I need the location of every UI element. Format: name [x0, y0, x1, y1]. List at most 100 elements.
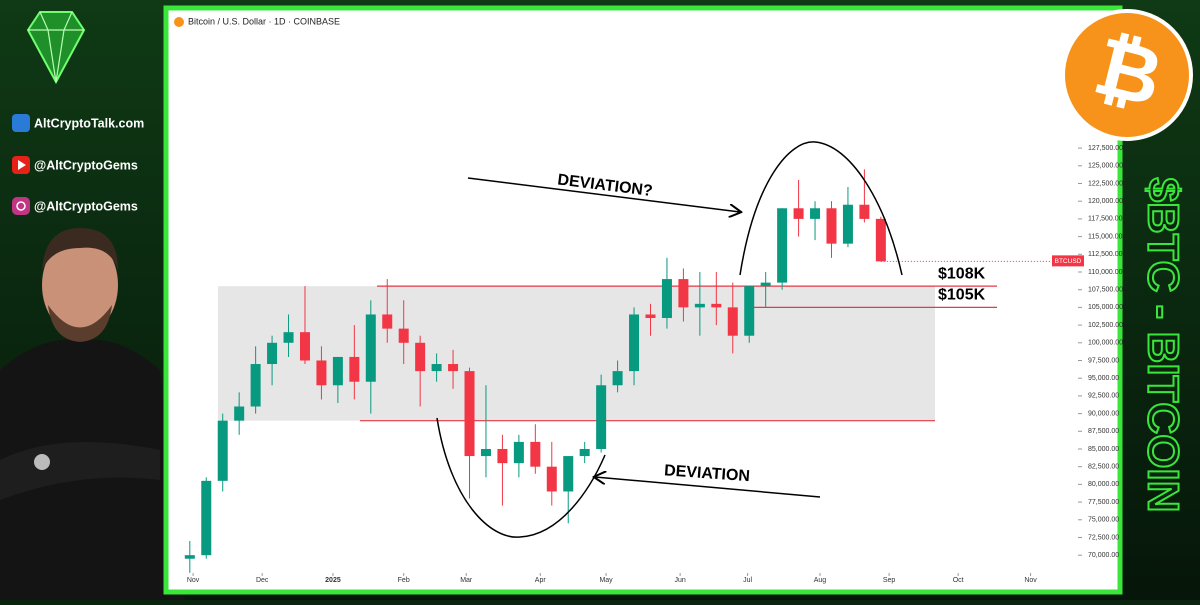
y-tick-label: 120,000.00 — [1088, 198, 1123, 205]
candle-body — [645, 314, 656, 319]
y-tick-label: 115,000.00 — [1088, 233, 1123, 240]
bitcoin-logo — [1061, 9, 1193, 141]
y-tick-label: 105,000.00 — [1088, 304, 1123, 311]
symbol-icon — [174, 17, 184, 27]
candle-body — [777, 208, 788, 283]
candle-body — [694, 303, 705, 308]
candle-body — [448, 364, 459, 372]
candle-body — [661, 279, 672, 319]
side-title: $BTC - BITCOIN — [1138, 178, 1187, 513]
annotation: DEVIATION — [664, 462, 751, 485]
candle-body — [316, 360, 327, 386]
candle-body — [760, 282, 771, 287]
instagram-lens — [16, 201, 26, 211]
x-tick-label: Mar — [460, 577, 473, 584]
arrow — [467, 177, 740, 212]
candle-body — [431, 364, 442, 372]
top-arc — [739, 141, 903, 276]
chart-title: Bitcoin / U.S. Dollar · 1D · COINBASE — [188, 16, 340, 26]
web-icon — [12, 114, 30, 132]
bottom-arc — [436, 417, 606, 538]
x-tick-label: Nov — [187, 577, 200, 584]
candle-body — [464, 371, 475, 457]
candle-body — [513, 441, 524, 464]
symbol-label: BTCUSD — [1055, 258, 1082, 265]
candle-body — [546, 466, 557, 492]
x-tick-label: Oct — [953, 577, 964, 584]
y-tick-label: 72,500.00 — [1088, 534, 1119, 541]
y-tick-label: 95,000.00 — [1088, 375, 1119, 382]
candle-body — [480, 448, 491, 457]
candle-body — [530, 441, 541, 467]
range-zone — [218, 286, 935, 421]
instagram-icon — [12, 197, 30, 215]
candle-body — [398, 328, 409, 343]
candle-body — [332, 356, 343, 386]
candle-body — [415, 342, 426, 372]
candle-body — [842, 204, 853, 244]
y-tick-label: 100,000.00 — [1088, 340, 1123, 347]
candle-body — [217, 420, 228, 481]
x-tick-label: Aug — [814, 577, 827, 584]
y-tick-label: 125,000.00 — [1088, 163, 1123, 170]
candle-body — [563, 456, 574, 492]
level-label: $108K — [938, 265, 986, 282]
candle-body — [859, 204, 870, 219]
x-tick-label: Jul — [743, 577, 752, 584]
x-tick-label: Sep — [883, 577, 896, 584]
x-tick-label: Apr — [535, 577, 547, 584]
candle-body — [365, 314, 376, 382]
y-tick-label: 117,500.00 — [1088, 216, 1123, 223]
y-tick-label: 85,000.00 — [1088, 446, 1119, 453]
y-tick-label: 80,000.00 — [1088, 481, 1119, 488]
brand-logo — [26, 11, 86, 85]
arrow — [595, 477, 821, 498]
y-tick-label: 77,500.00 — [1088, 499, 1119, 506]
candle-body — [184, 555, 195, 559]
presenter — [0, 228, 185, 600]
candle-body — [596, 385, 607, 449]
website: AltCryptoTalk.com — [34, 116, 144, 130]
y-tick-label: 107,500.00 — [1088, 287, 1123, 294]
x-tick-label: 2025 — [325, 577, 341, 584]
candle-body — [299, 332, 310, 361]
level-label: $105K — [938, 287, 986, 304]
candle-body — [382, 314, 393, 329]
y-tick-label: 97,500.00 — [1088, 357, 1119, 364]
youtube-play — [18, 160, 26, 170]
y-tick-label: 70,000.00 — [1088, 552, 1119, 559]
candle-body — [727, 307, 738, 336]
candle-body — [250, 364, 261, 407]
y-tick-label: 102,500.00 — [1088, 322, 1123, 329]
y-tick-label: 127,500.00 — [1088, 145, 1123, 152]
y-tick-label: 110,000.00 — [1088, 269, 1123, 276]
candle-body — [810, 208, 821, 219]
y-tick-label: 82,500.00 — [1088, 464, 1119, 471]
instagram-handle: @AltCryptoGems — [34, 199, 138, 213]
x-tick-label: Jun — [674, 577, 685, 584]
candle-body — [349, 356, 360, 382]
y-tick-label: 90,000.00 — [1088, 410, 1119, 417]
candle-body — [234, 406, 245, 421]
candle-body — [497, 448, 508, 464]
symbol-tag — [1052, 255, 1084, 267]
candle-body — [579, 448, 590, 457]
candle-body — [793, 208, 804, 219]
x-tick-label: Dec — [256, 577, 269, 584]
x-tick-label: May — [599, 577, 613, 584]
candle-body — [283, 332, 294, 343]
candle-body — [711, 303, 722, 308]
x-tick-label: Nov — [1024, 577, 1037, 584]
x-tick-label: Feb — [398, 577, 410, 584]
candle-body — [612, 371, 623, 386]
candle-body — [267, 342, 278, 365]
candle-body — [875, 218, 886, 262]
candle-body — [678, 279, 689, 308]
y-tick-label: 87,500.00 — [1088, 428, 1119, 435]
y-tick-label: 75,000.00 — [1088, 517, 1119, 524]
youtube-handle: @AltCryptoGems — [34, 158, 138, 172]
candle-body — [629, 314, 640, 372]
candle-body — [201, 480, 212, 556]
candle-body — [744, 286, 755, 336]
